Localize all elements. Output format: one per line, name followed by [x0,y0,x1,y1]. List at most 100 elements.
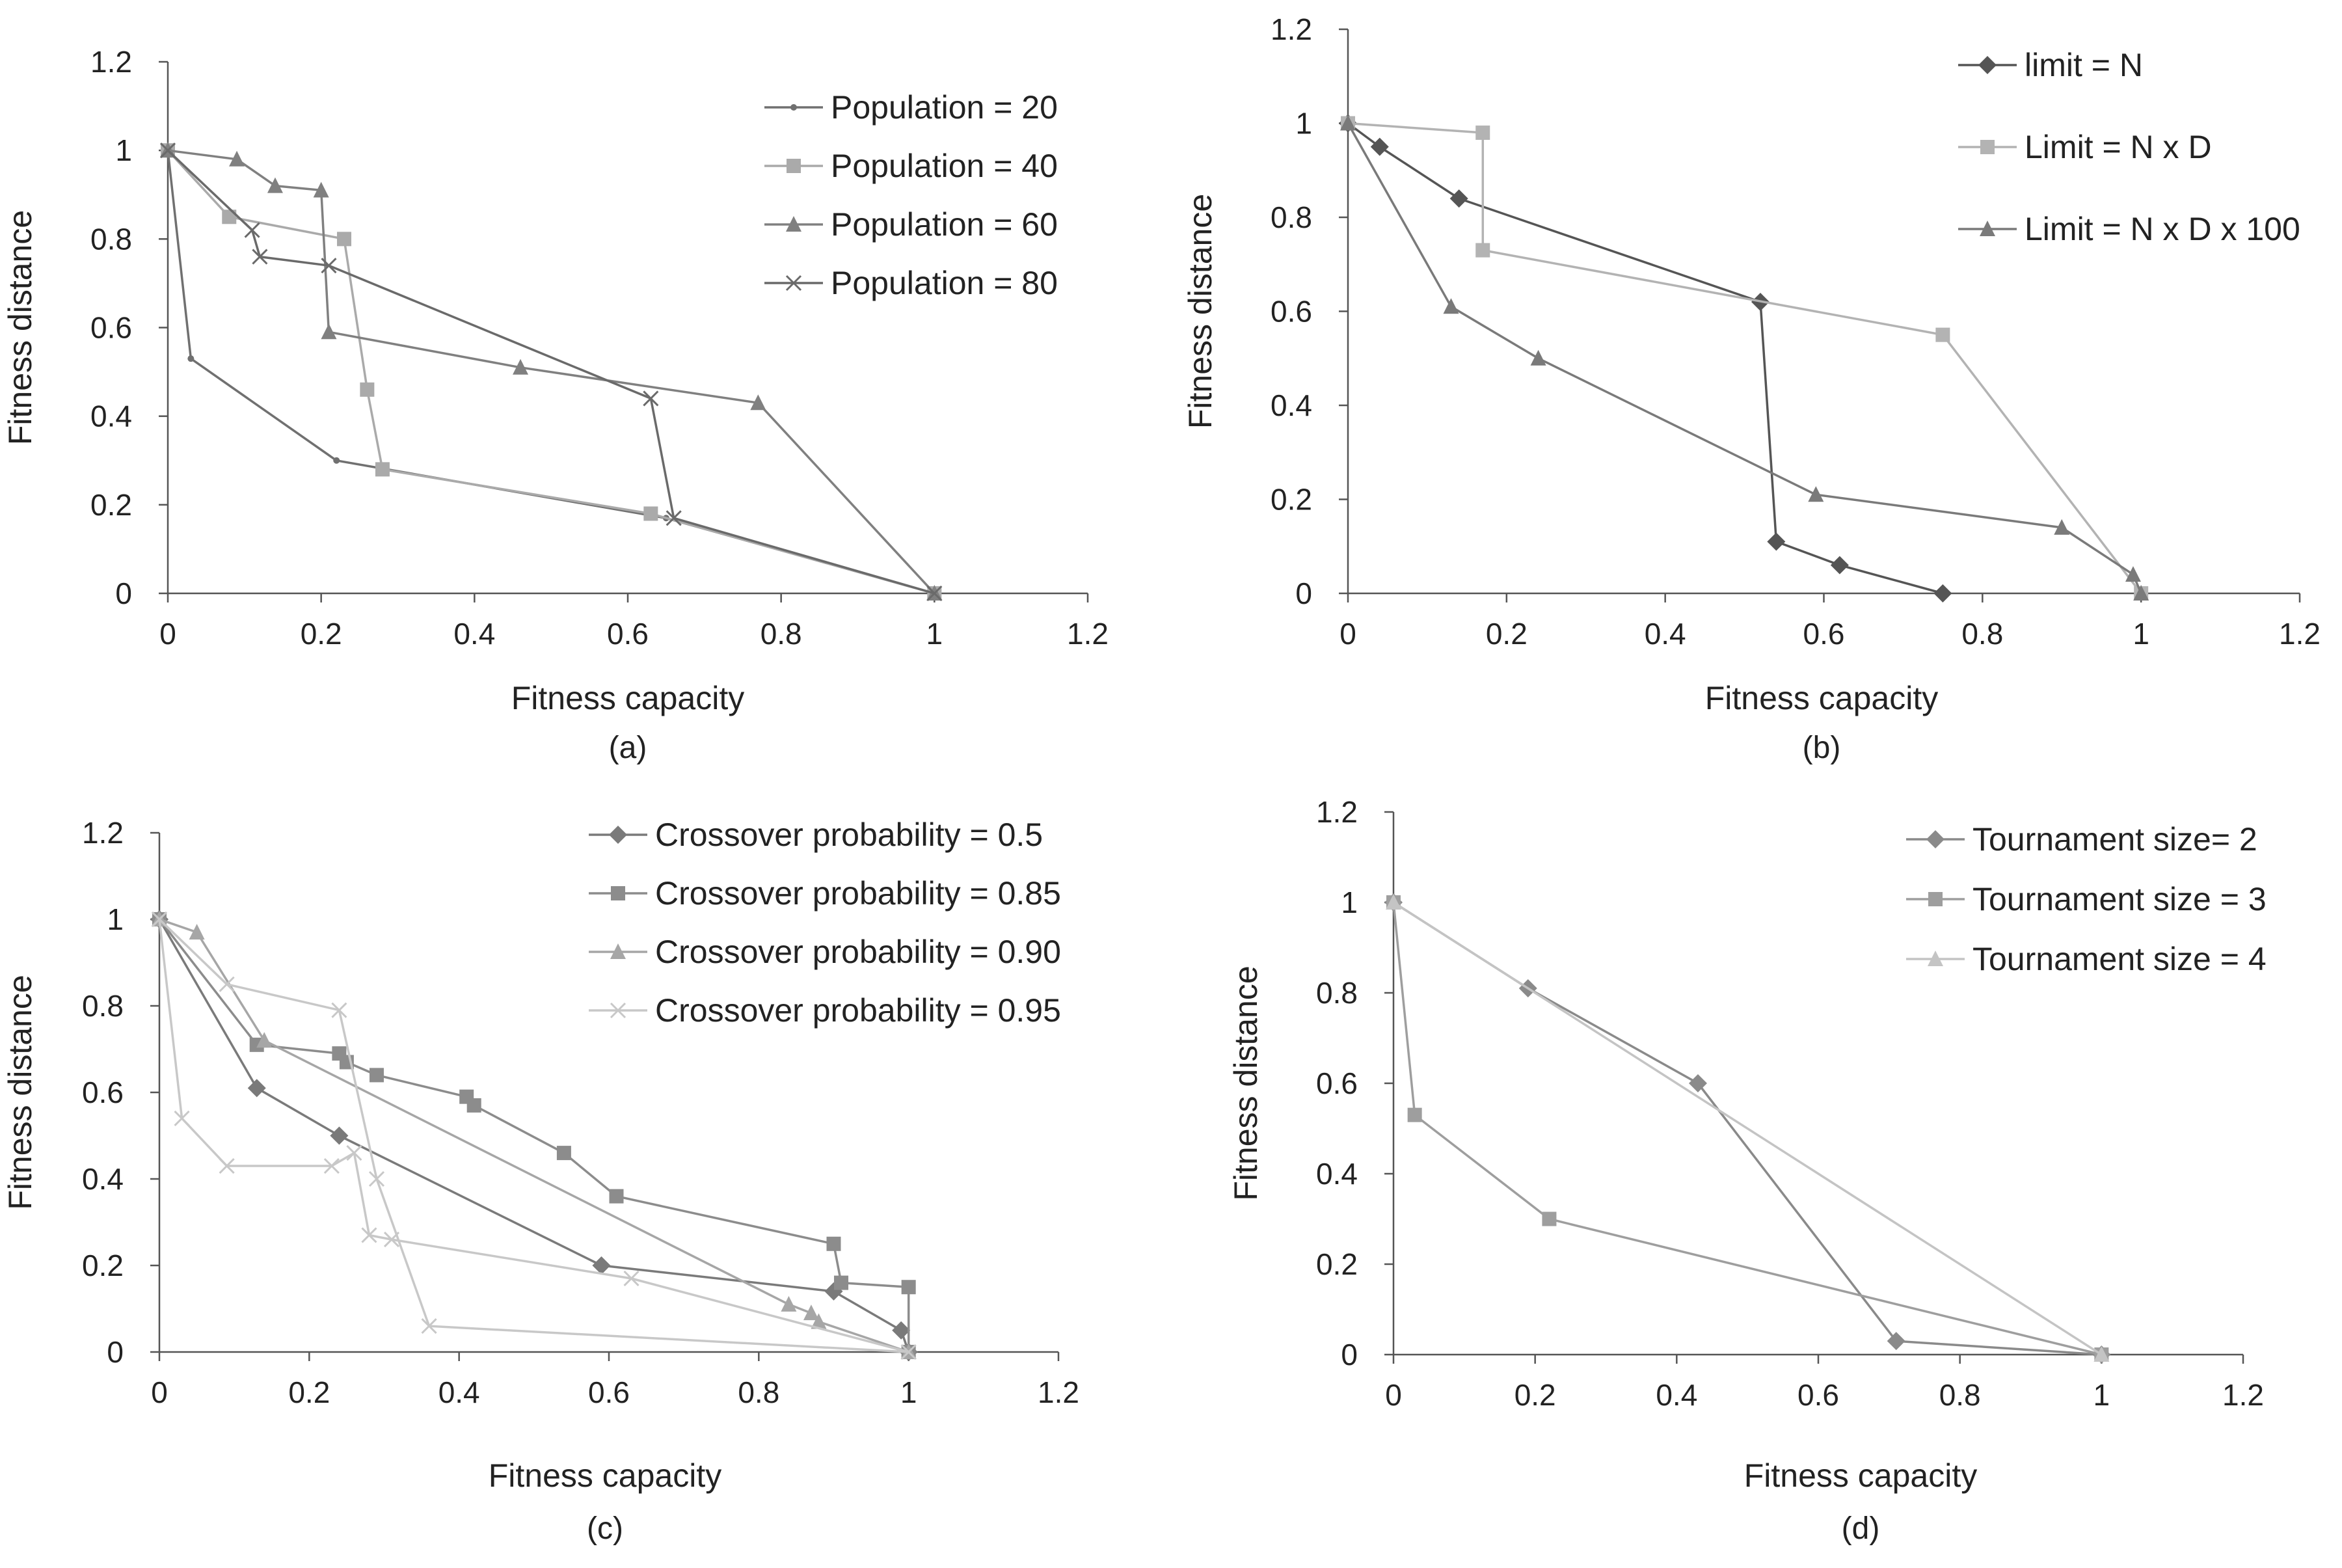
panel-label: (c) [587,1511,623,1546]
data-point [623,1270,639,1287]
y-tick-label: 1 [1341,885,1358,919]
legend-entry-label: Population = 60 [831,206,1058,243]
data-point [1449,189,1468,208]
y-tick-label: 1.2 [1271,12,1312,46]
legend-marker [611,886,625,900]
data-point [811,1313,827,1329]
legend-entry-label: limit = N [2025,47,2143,83]
data-point [1386,894,1401,910]
legend-marker [790,104,797,111]
legend-marker [609,826,627,844]
y-axis-title: Fitness distance [2,975,38,1210]
y-tick-label: 0.6 [1316,1066,1358,1100]
x-tick-label: 0.2 [1514,1378,1556,1412]
series-2 [152,912,916,1359]
data-point [1808,486,1824,502]
x-tick-label: 0 [159,617,176,651]
y-tick-label: 1 [1295,107,1312,141]
x-tick-label: 0.6 [607,617,649,651]
y-tick-label: 0.4 [82,1162,124,1196]
data-point [1443,298,1459,314]
data-point [781,1295,797,1312]
series-2 [1341,116,2149,601]
data-point [1530,349,1546,366]
x-tick-label: 0.8 [738,1375,779,1409]
data-point [1370,137,1389,156]
data-point [592,1256,611,1275]
x-tick-label: 1.2 [2222,1378,2264,1412]
legend-entry-label: Tournament size= 2 [1972,821,2257,858]
x-tick-label: 1 [900,1375,917,1409]
legend-marker [1980,140,1995,154]
data-point [1688,1074,1707,1092]
data-point [383,1232,400,1248]
series-line [158,918,910,1353]
data-point [151,911,168,928]
data-point [1475,125,1490,140]
data-point [346,1145,362,1161]
y-tick-label: 0.6 [82,1075,124,1109]
data-point [2133,585,2149,601]
y-tick-label: 0.2 [90,488,132,522]
x-tick-label: 0 [1385,1378,1402,1412]
y-tick-label: 0.6 [1271,295,1312,329]
data-point [513,358,529,375]
data-point [244,222,260,238]
data-point [337,232,352,247]
y-tick-label: 0.4 [90,399,132,433]
y-tick-label: 0.2 [1316,1247,1358,1281]
data-point [187,355,195,362]
x-tick-label: 0.2 [301,617,342,651]
data-point [330,1126,349,1145]
data-point [1542,1211,1557,1226]
data-point [643,390,659,407]
legend-entry-label: Tournament size = 3 [1972,881,2267,917]
legend-entry-label: Limit = N x D x 100 [2025,211,2300,247]
data-point [826,1236,841,1251]
data-point [189,923,205,939]
series-3 [1386,894,2110,1362]
y-tick-label: 1.2 [90,45,132,79]
legend-entry-label: Crossover probability = 0.85 [655,875,1061,912]
panel-label: (a) [609,731,647,765]
data-point [375,462,390,477]
y-tick-label: 0.2 [82,1249,124,1282]
data-point [1475,243,1490,258]
data-point [1933,584,1952,602]
data-point [750,394,766,411]
data-point [466,1098,481,1113]
y-tick-label: 0 [1341,1338,1358,1372]
x-tick-label: 0.4 [438,1375,480,1409]
series-line [1392,902,2102,1356]
data-point [267,177,283,193]
y-tick-label: 0.8 [82,989,124,1023]
legend-marker [1980,221,1995,236]
y-tick-label: 0.6 [90,311,132,345]
data-point [1830,556,1849,574]
series-line [167,149,935,595]
data-point [321,323,337,340]
data-point [256,1032,273,1048]
x-axis-title: Fitness capacity [1744,1457,1977,1494]
series-line [158,919,910,1353]
x-tick-label: 0.2 [288,1375,330,1409]
data-point [1767,532,1786,551]
legend-marker [1978,56,1997,74]
x-tick-label: 0.6 [1803,617,1845,651]
legend-marker [786,216,801,232]
data-point [360,382,375,397]
data-point [247,1079,266,1098]
y-tick-label: 0 [107,1335,124,1369]
y-tick-label: 0.4 [1316,1157,1358,1191]
data-point [2125,566,2141,582]
data-point [1407,1107,1422,1122]
x-tick-label: 0.2 [1486,617,1528,651]
x-tick-label: 0.8 [1961,617,2003,651]
x-axis-title: Fitness capacity [1705,680,1938,716]
legend-entry-label: Crossover probability = 0.5 [655,817,1043,853]
data-point [421,1318,437,1334]
panel-label: (b) [1803,731,1841,765]
x-tick-label: 0.4 [1645,617,1686,651]
x-tick-label: 1 [2133,617,2149,651]
